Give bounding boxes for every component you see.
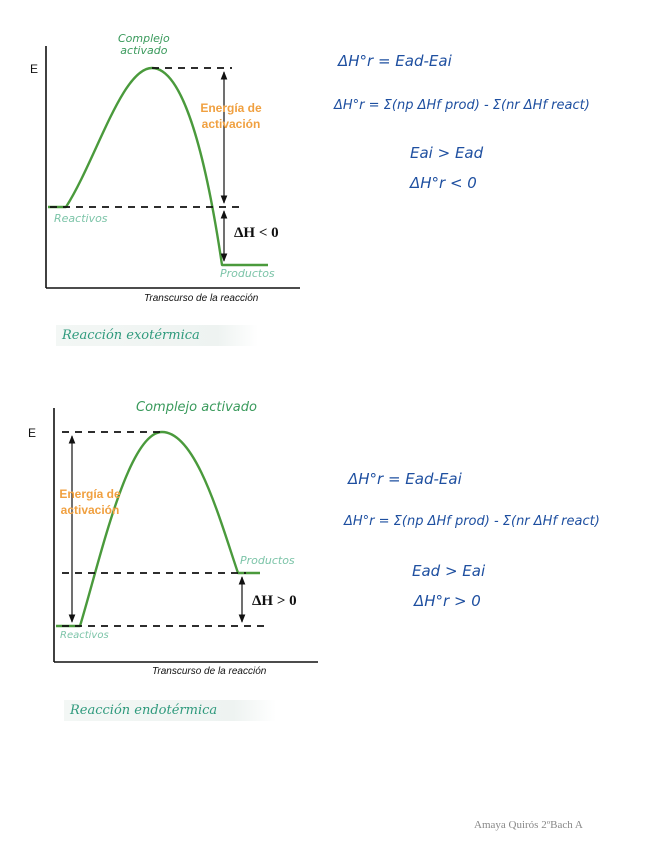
endo-deltaH-label: ΔH > 0	[252, 593, 297, 609]
author-footer: Amaya Quirós 2ºBach A	[474, 819, 583, 831]
endo-x-axis-label: Transcurso de la reacción	[152, 666, 267, 677]
endo-equation-3: Ead > Eai	[412, 562, 486, 580]
endo-energy-curve	[56, 430, 260, 628]
exo-equation-2: ΔH°r = Σ(np ΔHf prod) - Σ(nr ΔHf react)	[334, 98, 590, 113]
exo-products-label: Productos	[220, 267, 275, 280]
exo-activation-energy-label: Energía de activación	[200, 101, 262, 131]
exo-x-axis-label: Transcurso de la reacción	[144, 293, 259, 304]
exo-equation-4: ΔH°r < 0	[410, 174, 477, 192]
endo-caption: Reacción endotérmica	[64, 700, 276, 721]
exo-caption: Reacción exotérmica	[56, 325, 258, 346]
endo-reactants-label: Reactivos	[60, 630, 109, 641]
exothermic-diagram	[45, 46, 300, 289]
endo-equation-1: ΔH°r = Ead-Eai	[348, 470, 462, 488]
exo-reactants-label: Reactivos	[54, 212, 108, 225]
exo-equation-3: Eai > Ead	[410, 144, 484, 162]
endothermic-diagram	[53, 408, 318, 663]
exo-energy-axis-label: E	[30, 62, 39, 76]
endo-equation-4: ΔH°r > 0	[414, 592, 481, 610]
endo-equation-2: ΔH°r = Σ(np ΔHf prod) - Σ(nr ΔHf react)	[344, 514, 600, 529]
exo-deltaH-label: ΔH < 0	[234, 225, 279, 241]
exo-activated-complex-label: Complejo activado	[118, 32, 170, 57]
endo-energy-axis-label: E	[28, 426, 37, 440]
endo-activation-energy-label: Energía de activación	[59, 487, 121, 517]
endo-activated-complex-label: Complejo activado	[136, 400, 257, 415]
endo-products-label: Productos	[240, 554, 295, 567]
exo-equation-1: ΔH°r = Ead-Eai	[338, 52, 452, 70]
